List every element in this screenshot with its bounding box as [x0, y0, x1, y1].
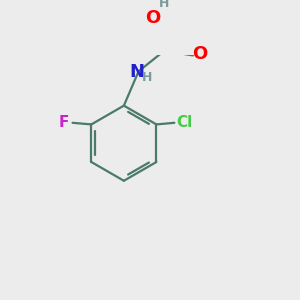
Text: N: N: [129, 63, 144, 81]
Text: H: H: [142, 70, 152, 84]
Text: O: O: [192, 45, 207, 63]
Text: H: H: [159, 0, 169, 10]
Text: F: F: [59, 115, 69, 130]
Text: O: O: [145, 9, 160, 27]
Text: Cl: Cl: [176, 115, 192, 130]
